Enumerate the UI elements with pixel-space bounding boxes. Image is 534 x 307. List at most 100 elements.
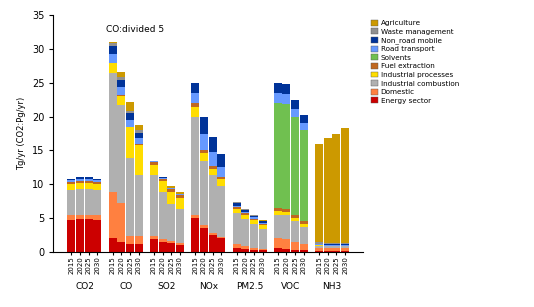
Bar (274, 93, 282, 103)
Bar (324, 245, 332, 246)
Bar (117, 104, 125, 203)
Bar (76, 189, 84, 215)
Bar (274, 211, 282, 215)
Text: CO: CO (119, 282, 132, 291)
Bar (117, 242, 125, 252)
Bar (93, 179, 101, 180)
Bar (126, 244, 134, 252)
Bar (300, 115, 308, 123)
Bar (76, 215, 84, 219)
Bar (200, 117, 208, 134)
Bar (258, 251, 266, 252)
Bar (315, 144, 323, 242)
Bar (324, 251, 332, 252)
Bar (67, 190, 75, 215)
Bar (150, 235, 158, 239)
Bar (241, 209, 249, 210)
Bar (250, 248, 258, 250)
Bar (135, 144, 143, 145)
Bar (167, 241, 175, 243)
Bar (117, 72, 125, 77)
Bar (324, 243, 332, 244)
Bar (341, 251, 349, 252)
Text: SO2: SO2 (158, 282, 176, 291)
Bar (341, 248, 349, 251)
Bar (93, 215, 101, 220)
Bar (300, 251, 308, 252)
Bar (241, 208, 249, 209)
Text: VOC: VOC (281, 282, 301, 291)
Legend: Agriculture, Waste management, Non_road mobile, Road transport, Solvents, Fuel e: Agriculture, Waste management, Non_road … (370, 19, 460, 104)
Bar (135, 244, 143, 252)
Bar (282, 239, 290, 249)
Bar (200, 134, 208, 150)
Bar (332, 248, 340, 251)
Bar (176, 209, 184, 243)
Bar (135, 236, 143, 244)
Bar (167, 204, 175, 241)
Bar (76, 177, 84, 179)
Bar (282, 215, 290, 239)
Bar (250, 216, 258, 217)
Bar (67, 179, 75, 180)
Bar (85, 177, 93, 179)
Bar (191, 218, 199, 252)
Bar (258, 249, 266, 251)
Bar (159, 178, 167, 179)
Bar (200, 153, 208, 161)
Bar (159, 179, 167, 181)
Bar (93, 190, 101, 215)
Bar (150, 165, 158, 175)
Bar (67, 182, 75, 184)
Text: CO:divided 5: CO:divided 5 (106, 25, 164, 34)
Bar (291, 218, 299, 221)
Bar (241, 215, 249, 219)
Bar (332, 245, 340, 246)
Bar (282, 84, 290, 94)
Bar (291, 109, 299, 117)
Bar (315, 248, 323, 251)
Bar (274, 248, 282, 252)
Bar (126, 111, 134, 113)
Bar (176, 243, 184, 245)
Bar (76, 181, 84, 183)
Bar (93, 180, 101, 182)
Bar (135, 130, 143, 133)
Bar (93, 182, 101, 184)
Bar (109, 192, 117, 238)
Bar (191, 107, 199, 117)
Bar (291, 250, 299, 252)
Bar (135, 133, 143, 138)
Bar (76, 219, 84, 252)
Bar (217, 177, 225, 180)
Bar (258, 224, 266, 225)
Bar (85, 215, 93, 219)
Bar (232, 213, 240, 244)
Bar (109, 73, 117, 192)
Bar (67, 215, 75, 220)
Bar (209, 235, 217, 252)
Bar (332, 246, 340, 248)
Bar (159, 181, 167, 192)
Bar (117, 80, 125, 87)
Bar (191, 83, 199, 93)
Bar (167, 192, 175, 204)
Bar (258, 221, 266, 223)
Bar (217, 238, 225, 252)
Bar (209, 175, 217, 233)
Bar (282, 104, 290, 208)
Bar (217, 180, 225, 186)
Bar (135, 138, 143, 144)
Bar (232, 202, 240, 203)
Bar (241, 249, 249, 252)
Bar (232, 209, 240, 213)
Bar (300, 224, 308, 227)
Bar (274, 83, 282, 93)
Bar (191, 215, 199, 218)
Bar (176, 198, 184, 209)
Text: PM2.5: PM2.5 (236, 282, 263, 291)
Bar (241, 210, 249, 212)
Bar (274, 208, 282, 211)
Bar (85, 181, 93, 183)
Bar (258, 225, 266, 229)
